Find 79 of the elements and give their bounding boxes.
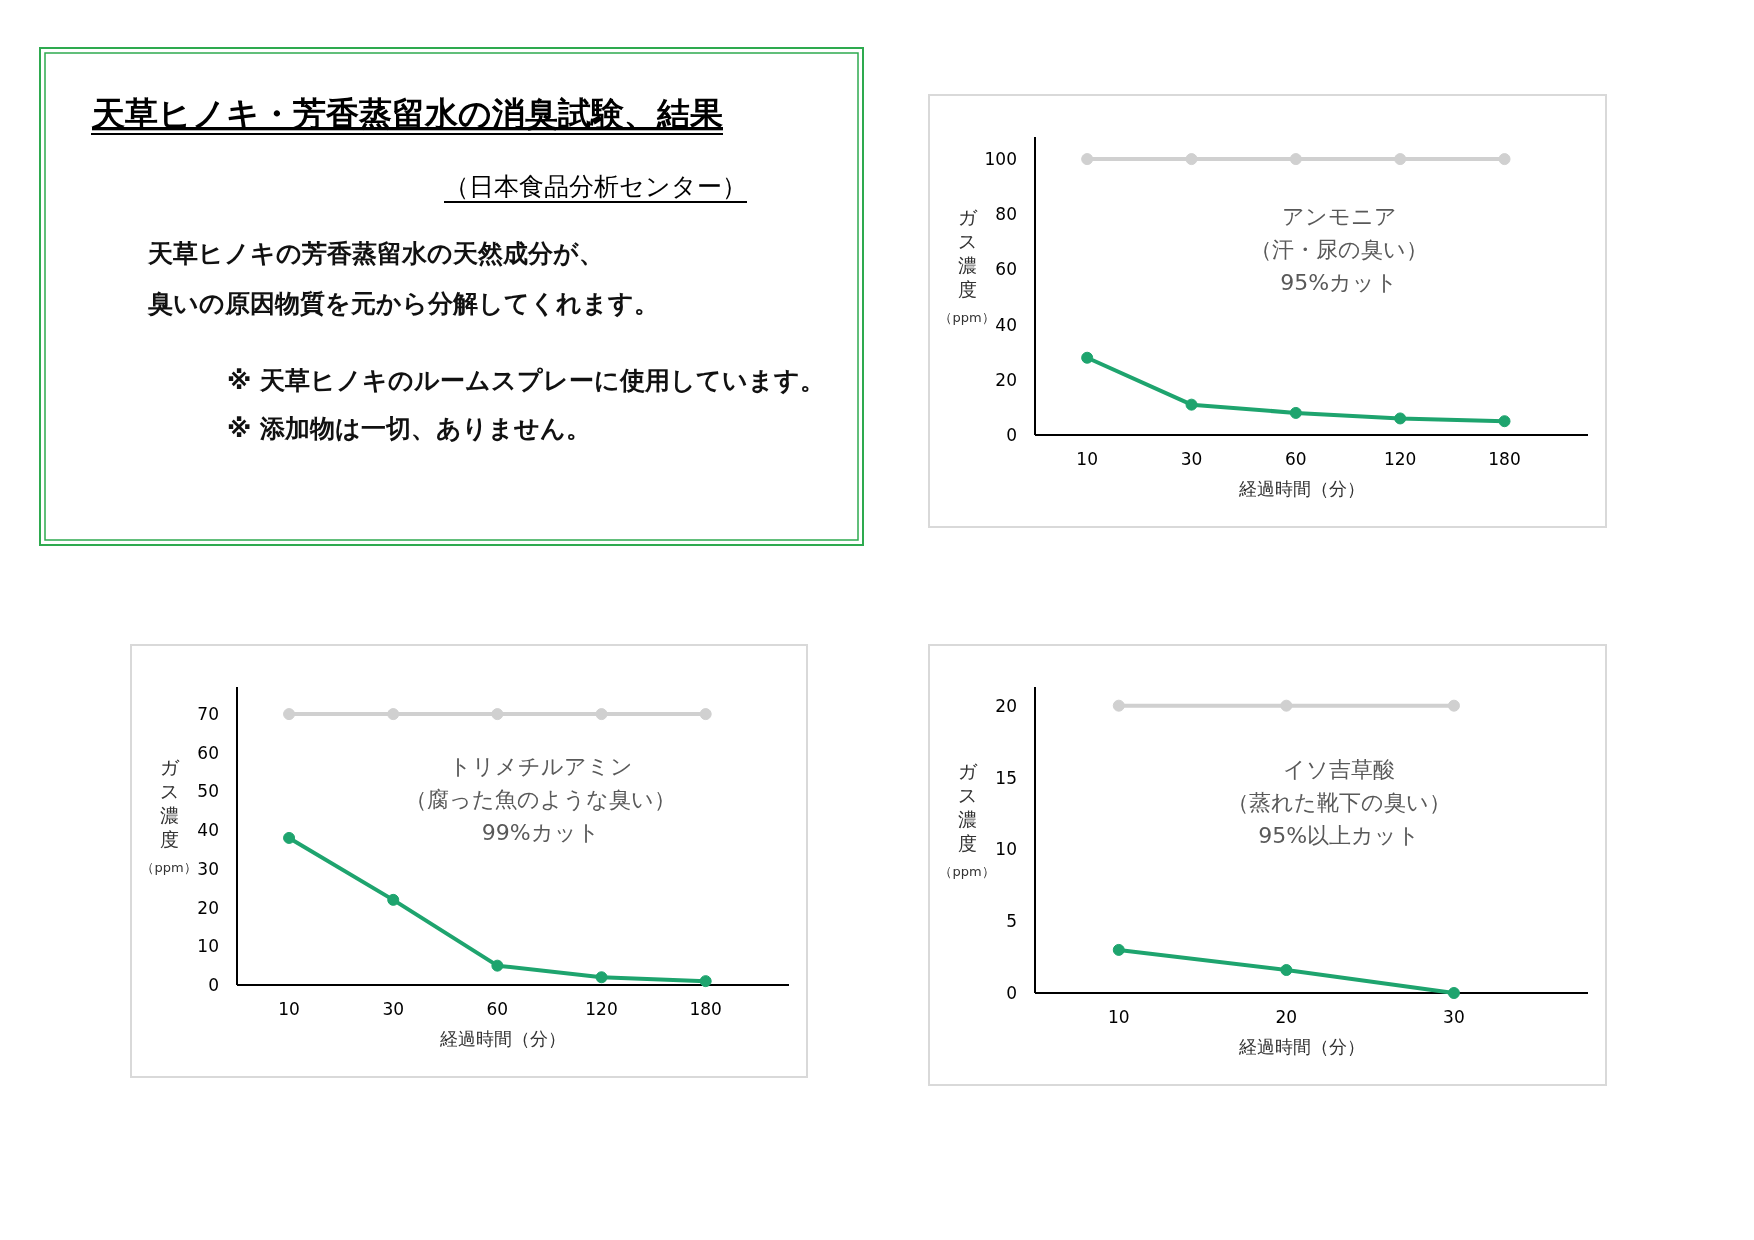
y-tick-label: 20 bbox=[197, 897, 219, 918]
point bbox=[699, 708, 712, 721]
x-tick-label: 20 bbox=[1275, 1007, 1298, 1027]
y-tick-label: 80 bbox=[995, 204, 1017, 225]
text: ※ 添加物は一切、ありません。 bbox=[227, 414, 592, 443]
y-tick-label: 0 bbox=[1006, 983, 1017, 1003]
x-tick-label: 60 bbox=[486, 999, 509, 1019]
x-axis-title: 経過時間（分） bbox=[1237, 1036, 1365, 1057]
x-tick-label: 120 bbox=[585, 999, 618, 1019]
y-tick-label: 40 bbox=[995, 314, 1017, 335]
point bbox=[1081, 351, 1094, 364]
point bbox=[1498, 153, 1511, 166]
y-tick-label: 20 bbox=[995, 695, 1017, 716]
y-tick-label: 10 bbox=[995, 839, 1017, 860]
y-axis-title: ガス濃度（ppm） bbox=[141, 756, 197, 875]
point bbox=[1394, 153, 1407, 166]
x-axis-title: 経過時間（分） bbox=[1237, 478, 1365, 499]
x-tick-label: 60 bbox=[1285, 449, 1307, 469]
point bbox=[595, 971, 608, 984]
point bbox=[491, 708, 504, 721]
y-tick-label: 100 bbox=[984, 149, 1017, 170]
x-tick-label: 180 bbox=[689, 999, 722, 1019]
annotation: （腐った魚のような臭い） bbox=[405, 787, 677, 813]
y-tick-label: 70 bbox=[197, 704, 219, 725]
point bbox=[699, 975, 712, 988]
point bbox=[1447, 987, 1460, 999]
y-tick-label: 15 bbox=[995, 767, 1017, 788]
point bbox=[387, 893, 400, 906]
x-tick-label: 120 bbox=[1383, 449, 1417, 469]
point bbox=[1280, 964, 1293, 977]
x-tick-label: 180 bbox=[1488, 449, 1521, 469]
point bbox=[283, 831, 296, 844]
x-tick-label: 10 bbox=[1076, 449, 1098, 469]
point bbox=[595, 708, 608, 721]
point bbox=[1289, 406, 1302, 419]
y-tick-label: 60 bbox=[197, 742, 219, 763]
point bbox=[1081, 153, 1094, 166]
y-tick-label: 10 bbox=[197, 936, 219, 957]
point bbox=[387, 708, 400, 721]
point bbox=[283, 708, 296, 721]
x-tick-label: 30 bbox=[1443, 1007, 1465, 1027]
y-tick-label: 5 bbox=[1006, 911, 1017, 932]
annotation: アンモニア bbox=[1281, 204, 1397, 230]
point bbox=[1394, 412, 1407, 425]
point bbox=[1289, 153, 1302, 166]
x-axis-title: 経過時間（分） bbox=[439, 1028, 566, 1049]
y-tick-label: 0 bbox=[1006, 425, 1017, 445]
point bbox=[1185, 153, 1198, 166]
x-tick-label: 30 bbox=[1180, 449, 1203, 469]
point bbox=[491, 959, 504, 972]
y-tick-label: 20 bbox=[995, 369, 1017, 390]
annotation: 95%以上カット bbox=[1258, 823, 1421, 849]
y-tick-label: 40 bbox=[197, 820, 219, 841]
y-tick-label: 60 bbox=[995, 259, 1017, 280]
x-tick-label: 30 bbox=[382, 999, 405, 1019]
x-tick-label: 10 bbox=[1107, 1007, 1130, 1027]
point bbox=[1185, 398, 1198, 411]
annotation: イソ吉草酸 bbox=[1283, 757, 1396, 783]
x-tick-label: 10 bbox=[278, 999, 300, 1019]
y-axis-title: ガス濃度（ppm） bbox=[939, 760, 995, 879]
annotation: （蒸れた靴下の臭い） bbox=[1227, 790, 1452, 816]
point bbox=[1112, 943, 1125, 956]
y-tick-label: 50 bbox=[197, 781, 219, 802]
text: 臭いの原因物質を元から分解してくれます。 bbox=[147, 289, 659, 318]
annotation: 95%カット bbox=[1280, 270, 1399, 296]
text: ※ 天草ヒノキのルームスプレーに使用しています。 bbox=[227, 366, 826, 395]
y-tick-label: 30 bbox=[197, 858, 219, 879]
text: （日本食品分析センター） bbox=[444, 172, 747, 201]
text: 天草ヒノキ・芳香蒸留水の消臭試験、結果 bbox=[91, 94, 723, 133]
point bbox=[1498, 415, 1511, 428]
point bbox=[1280, 699, 1293, 712]
text: 天草ヒノキの芳香蒸留水の天然成分が、 bbox=[147, 239, 604, 268]
y-axis-title: ガス濃度（ppm） bbox=[939, 206, 995, 325]
annotation: トリメチルアミン bbox=[448, 754, 633, 780]
y-tick-label: 0 bbox=[208, 975, 219, 995]
annotation: 99%カット bbox=[481, 820, 600, 846]
annotation: （汗・尿の臭い） bbox=[1250, 237, 1429, 263]
point bbox=[1112, 699, 1125, 712]
point bbox=[1447, 699, 1460, 712]
